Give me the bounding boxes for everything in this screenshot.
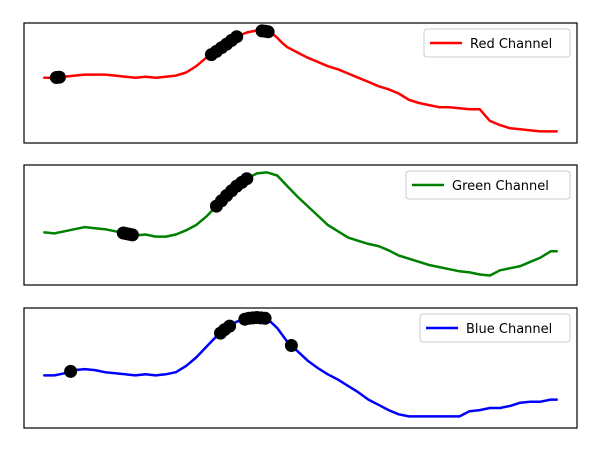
chart-panel-3: Blue Channel	[23, 307, 578, 429]
marker-point	[261, 25, 275, 39]
marker-point	[223, 319, 237, 333]
chart-panel-2: Green Channel	[23, 164, 578, 286]
panels: Red Channel Green Channel Blue Channel	[23, 22, 578, 429]
legend: Red Channel	[423, 28, 571, 58]
marker-point	[230, 30, 244, 44]
plot-area	[43, 24, 558, 133]
marker-point	[240, 172, 254, 186]
series-line-red-channel	[43, 29, 558, 133]
axes-frame	[23, 307, 578, 429]
marker-point	[64, 364, 78, 378]
axes-frame	[23, 22, 578, 144]
legend: Green Channel	[405, 170, 571, 200]
marker-point	[52, 70, 66, 84]
marker-point	[258, 311, 272, 325]
legend-label: Green Channel	[452, 179, 549, 194]
chart-panel-1: Red Channel	[23, 22, 578, 144]
marker-point	[125, 228, 139, 242]
legend-box	[423, 28, 571, 58]
legend-box	[405, 170, 571, 200]
axes-frame	[23, 164, 578, 286]
legend-box	[419, 313, 571, 343]
legend-label: Red Channel	[470, 37, 552, 52]
plot-area	[43, 171, 558, 277]
plot-area	[43, 311, 558, 418]
legend-label: Blue Channel	[466, 322, 552, 337]
series-line-blue-channel	[43, 316, 558, 418]
marker-point	[284, 339, 298, 352]
legend: Blue Channel	[419, 313, 571, 343]
